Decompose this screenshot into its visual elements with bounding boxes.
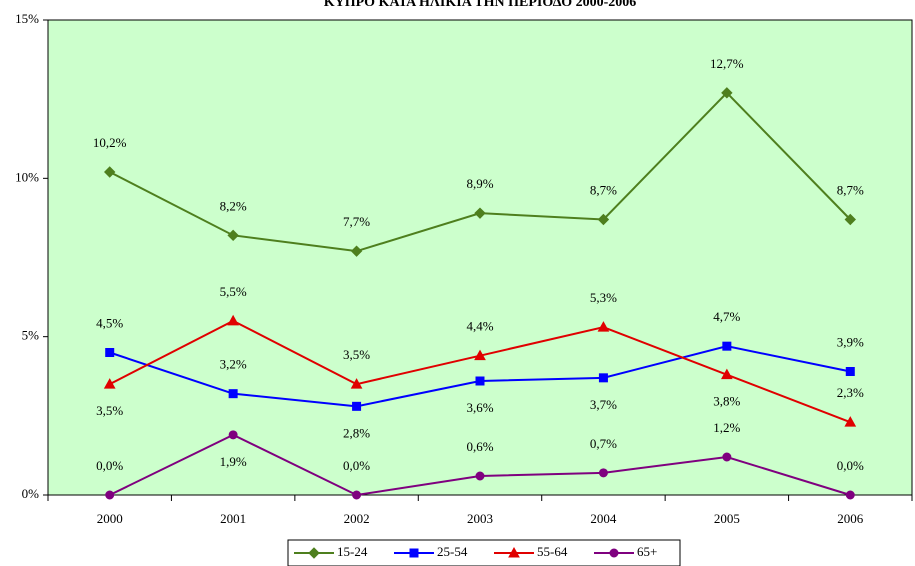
marker [105,348,115,357]
x-tick-label: 2005 [714,511,740,526]
data-label: 3,6% [466,400,493,415]
data-label: 8,2% [220,198,247,213]
data-label: 3,7% [590,397,617,412]
marker [609,548,619,558]
data-label: 0,7% [590,436,617,451]
marker [474,349,486,361]
marker [104,166,116,178]
marker [103,378,116,389]
data-label: 0,0% [837,458,864,473]
data-label: 5,3% [590,290,617,305]
data-label: 1,2% [713,420,740,435]
marker [350,378,363,389]
marker [475,376,485,386]
chart-title: ΚΥΠΡΟ ΚΑΤΑ ΗΛΙΚΙΑ ΤΗΝ ΠΕΡΙΟΔΟ 2000-2006 [324,0,637,10]
data-label: 10,2% [93,135,127,150]
data-label: 0,0% [343,458,370,473]
marker [474,207,486,219]
marker [508,546,520,558]
data-label: 2,3% [837,385,864,400]
marker [227,229,239,242]
data-label: 8,7% [837,182,864,197]
y-tick-label: 5% [22,328,40,343]
marker [845,490,855,500]
plot-area [47,19,913,496]
y-tick-label: 0% [22,486,40,501]
marker [308,547,320,559]
legend-label: 15-24 [337,544,368,559]
legend-label: 25-54 [437,544,468,559]
data-label: 3,5% [96,403,123,418]
data-label: 8,7% [590,182,617,197]
marker [598,468,608,478]
data-label: 0,6% [466,439,493,454]
marker [721,87,733,99]
data-label: 3,2% [220,357,247,372]
marker [227,314,239,326]
marker [228,430,238,440]
x-tick-label: 2002 [344,511,370,526]
marker [597,321,610,332]
marker [598,373,608,383]
marker [409,548,419,558]
marker [722,341,732,351]
x-tick-label: 2006 [837,511,864,526]
data-label: 5,5% [220,284,247,299]
data-label: 4,4% [466,319,493,334]
y-tick-label: 10% [15,169,39,184]
legend-label: 65+ [637,544,657,559]
marker [597,213,610,226]
marker [722,452,732,462]
data-label: 0,0% [96,458,123,473]
x-tick-label: 2001 [220,511,246,526]
legend-label: 55-64 [537,544,568,559]
marker [352,401,362,411]
x-tick-label: 2000 [97,511,123,526]
data-label: 8,9% [466,176,493,191]
data-label: 12,7% [710,56,744,71]
data-label: 1,9% [220,454,247,469]
marker [845,367,855,376]
data-label: 4,7% [713,309,740,324]
marker [475,471,485,481]
y-tick-label: 15% [15,11,39,26]
marker [721,368,733,380]
marker [844,416,857,427]
marker [228,389,238,399]
marker [105,490,115,500]
data-label: 3,9% [837,334,864,349]
x-tick-label: 2003 [467,511,493,526]
data-label: 7,7% [343,214,370,229]
marker [352,490,362,500]
data-label: 2,8% [343,425,370,440]
data-label: 3,5% [343,347,370,362]
x-tick-label: 2004 [590,511,617,526]
marker [350,245,363,257]
data-label: 4,5% [96,315,123,330]
data-label: 3,8% [713,394,740,409]
marker [844,213,856,226]
